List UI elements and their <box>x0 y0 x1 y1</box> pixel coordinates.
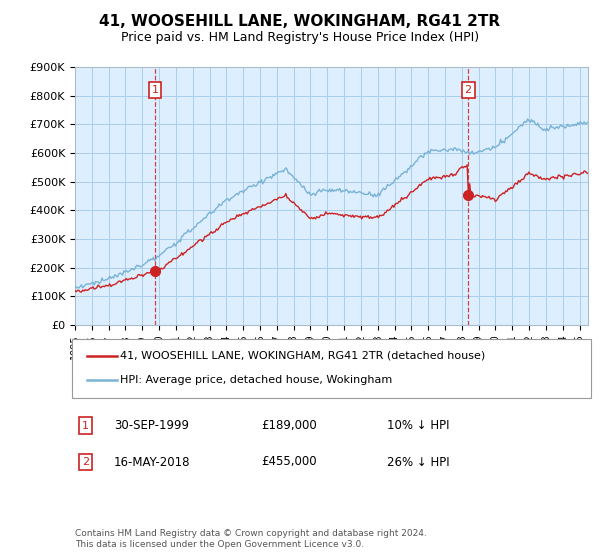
Text: HPI: Average price, detached house, Wokingham: HPI: Average price, detached house, Woki… <box>120 375 392 385</box>
Text: 41, WOOSEHILL LANE, WOKINGHAM, RG41 2TR: 41, WOOSEHILL LANE, WOKINGHAM, RG41 2TR <box>100 14 500 29</box>
Text: 1: 1 <box>82 421 89 431</box>
Text: £455,000: £455,000 <box>261 455 317 469</box>
Text: 2: 2 <box>82 457 89 467</box>
Text: 41, WOOSEHILL LANE, WOKINGHAM, RG41 2TR (detached house): 41, WOOSEHILL LANE, WOKINGHAM, RG41 2TR … <box>120 351 485 361</box>
Text: 26% ↓ HPI: 26% ↓ HPI <box>387 455 449 469</box>
Text: 16-MAY-2018: 16-MAY-2018 <box>114 455 191 469</box>
Text: Contains HM Land Registry data © Crown copyright and database right 2024.
This d: Contains HM Land Registry data © Crown c… <box>75 529 427 549</box>
Text: 1: 1 <box>151 85 158 95</box>
Text: £189,000: £189,000 <box>261 419 317 432</box>
Text: 10% ↓ HPI: 10% ↓ HPI <box>387 419 449 432</box>
Text: 2: 2 <box>464 85 472 95</box>
Text: Price paid vs. HM Land Registry's House Price Index (HPI): Price paid vs. HM Land Registry's House … <box>121 31 479 44</box>
Text: 30-SEP-1999: 30-SEP-1999 <box>114 419 189 432</box>
